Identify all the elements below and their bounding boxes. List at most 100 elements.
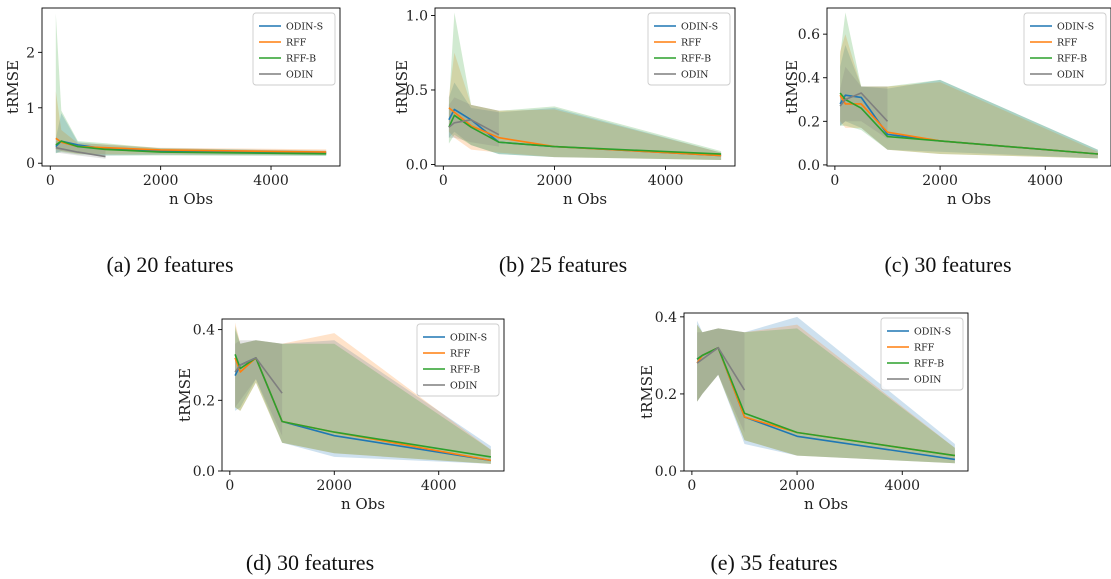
legend-label-rff-b: RFF-B — [914, 359, 944, 370]
x-tick-label: 0 — [687, 478, 696, 494]
y-tick-label: 1 — [26, 101, 35, 117]
legend-label-rff-b: RFF-B — [1057, 54, 1087, 65]
x-axis-label: n Obs — [947, 190, 991, 208]
chart-panel-e: 0 2000 4000 0.0 0.2 0.4 n Obs tRMSE ODIN-S RFF RFF… — [612, 305, 972, 520]
line-odin — [448, 119, 500, 136]
x-axis-label: n Obs — [169, 190, 213, 208]
caption-c: (c) 30 features — [884, 252, 1012, 277]
caption-d: (d) 30 features — [245, 550, 375, 575]
band-odin-s — [697, 316, 955, 464]
band-odin-s — [840, 45, 1098, 159]
line-odin — [696, 346, 746, 391]
x-tick-label: 0 — [830, 173, 839, 189]
band-rff-b — [840, 12, 1098, 159]
x-tick-label: 4000 — [421, 478, 457, 494]
legend-label-odin: ODIN — [681, 70, 708, 81]
y-tick-label: 0.4 — [193, 323, 215, 339]
legend-label-rff-b: RFF-B — [286, 54, 316, 65]
x-tick-label: 2000 — [316, 478, 352, 494]
y-axis-label: tRMSE — [393, 60, 411, 114]
legend-label-rff-b: RFF-B — [681, 54, 711, 65]
band-odin-s — [235, 329, 491, 464]
y-tick-label: 1.0 — [406, 8, 428, 24]
legend-label-odin-s: ODIN-S — [1057, 22, 1094, 33]
legend-label-odin-s: ODIN-S — [914, 327, 951, 338]
x-tick-label: 2000 — [537, 173, 573, 189]
y-axis-label: tRMSE — [176, 368, 194, 422]
chart-panel-b: 0 2000 4000 0.0 0.5 1.0 n Obs tRMSE ODIN-S RFF RFF… — [385, 0, 736, 215]
y-tick-label: 0.2 — [655, 387, 677, 403]
x-tick-label: 2000 — [779, 478, 815, 494]
band-rff — [448, 52, 722, 161]
y-tick-label: 0.0 — [798, 158, 820, 174]
legend-box — [1023, 12, 1107, 86]
chart-c: 0 2000 4000 0.0 0.2 0.4 0.6 n Obs tRMSE ODIN-S RFF… — [783, 7, 1111, 208]
line-odin — [839, 92, 889, 122]
line-rff-b — [696, 346, 956, 457]
y-tick-label: 0.2 — [193, 393, 215, 409]
legend-label-odin-s: ODIN-S — [450, 333, 487, 344]
y-axis-label: tRMSE — [783, 60, 801, 114]
x-tick-label: 0 — [46, 173, 55, 189]
x-tick-label: 4000 — [253, 173, 289, 189]
band-rff-b — [235, 326, 491, 464]
y-tick-label: 0.4 — [798, 71, 820, 87]
y-tick-label: 0.5 — [406, 83, 428, 99]
band-rff-b — [55, 13, 327, 156]
caption-e: (e) 35 features — [710, 550, 838, 575]
x-tick-label: 4000 — [648, 173, 684, 189]
legend-label-rff: RFF — [286, 38, 307, 49]
y-axis-label: tRMSE — [638, 365, 656, 419]
axes-frame — [221, 318, 505, 472]
legend-label-odin-s: ODIN-S — [286, 22, 323, 33]
line-odin — [55, 146, 106, 158]
chart-panel-c: 0 2000 4000 0.0 0.2 0.4 0.6 n Obs tRMSE ODIN-S RFF… — [775, 0, 1111, 215]
y-tick-label: 0 — [26, 156, 35, 172]
line-rff-b — [448, 114, 722, 155]
legend-label-odin: ODIN — [1057, 70, 1084, 81]
legend-label-rff: RFF — [450, 349, 471, 360]
legend-label-rff: RFF — [914, 343, 935, 354]
line-rff-b — [839, 92, 1098, 155]
band-rff-b — [697, 324, 955, 464]
legend-label-odin-s: ODIN-S — [681, 22, 718, 33]
x-axis-label: n Obs — [563, 190, 607, 208]
x-tick-label: 0 — [439, 173, 448, 189]
line-odin — [234, 357, 283, 394]
y-tick-label: 0.4 — [655, 310, 677, 326]
band-rff — [840, 34, 1098, 159]
band-rff-b — [448, 12, 722, 160]
legend-label-rff: RFF — [681, 38, 702, 49]
y-tick-label: 0.2 — [798, 114, 820, 130]
caption-b: (b) 25 features — [498, 252, 628, 277]
band-rff — [235, 322, 491, 464]
axes-frame — [41, 7, 341, 167]
legend-label-rff-b: RFF-B — [450, 365, 480, 376]
legend-box — [416, 323, 500, 397]
y-tick-label: 0.6 — [798, 27, 820, 43]
chart-b: 0 2000 4000 0.0 0.5 1.0 n Obs tRMSE ODIN-S RFF RFF… — [393, 7, 736, 208]
caption-a: (a) 20 features — [106, 252, 234, 277]
chart-panel-d: 0 2000 4000 0.0 0.2 0.4 n Obs tRMSE ODIN-S RFF RFF… — [150, 305, 510, 520]
axes-frame — [683, 312, 969, 472]
line-rff-b — [55, 140, 327, 155]
x-tick-label: 0 — [225, 478, 234, 494]
axes-frame — [826, 7, 1111, 167]
y-tick-label: 0.0 — [655, 464, 677, 480]
x-tick-label: 2000 — [143, 173, 179, 189]
y-tick-label: 2 — [26, 45, 35, 61]
axes-frame — [434, 7, 736, 167]
chart-panel-a: 0 2000 4000 0 1 2 n Obs tRMSE ODIN-S RFF RFF-B ODIN — [0, 0, 350, 215]
y-axis-label: tRMSE — [4, 60, 22, 114]
legend-box — [880, 317, 964, 391]
legend-label-rff: RFF — [1057, 38, 1078, 49]
x-axis-label: n Obs — [341, 495, 385, 513]
x-tick-label: 4000 — [884, 478, 920, 494]
band-rff — [55, 91, 327, 155]
legend-box — [647, 12, 731, 86]
legend-label-odin: ODIN — [450, 381, 477, 392]
x-tick-label: 4000 — [1027, 173, 1063, 189]
band-odin — [840, 66, 888, 139]
legend-label-odin: ODIN — [286, 70, 313, 81]
legend-label-odin: ODIN — [914, 375, 941, 386]
